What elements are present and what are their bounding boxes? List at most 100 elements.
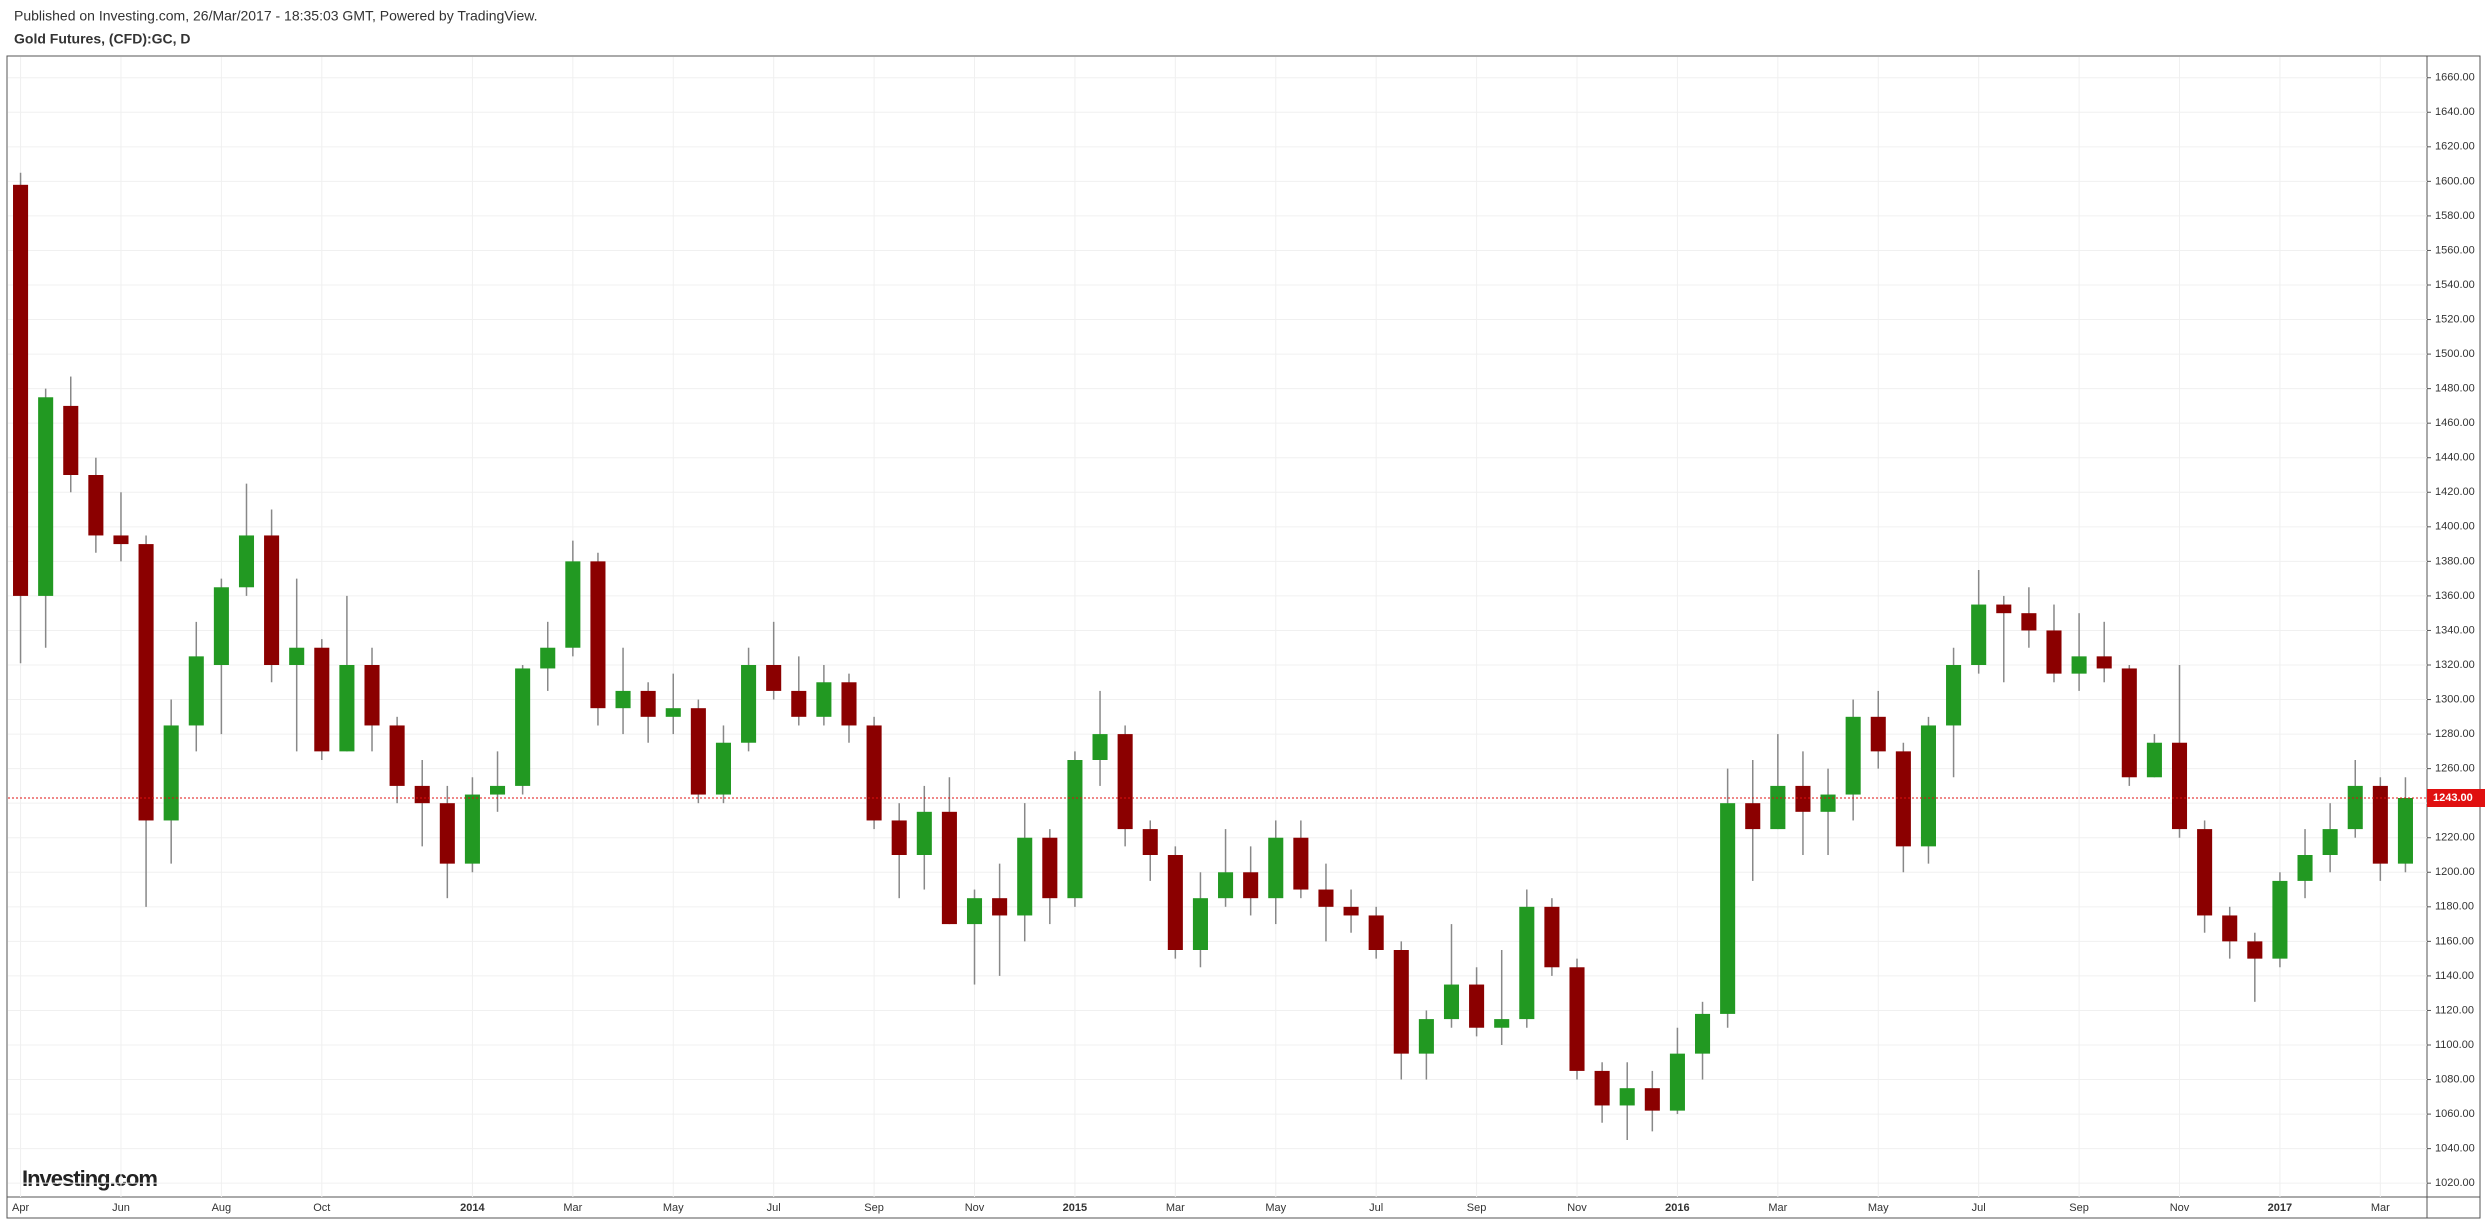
x-tick-label: Oct — [313, 1202, 330, 1214]
y-tick-label: 1220.00 — [2435, 832, 2475, 844]
candle-body — [1795, 785, 1811, 812]
candle-body — [1619, 1088, 1635, 1106]
candle-body — [464, 794, 480, 864]
candle-body — [941, 811, 957, 925]
x-tick-label: Nov — [965, 1202, 985, 1214]
y-tick-label: 1640.00 — [2435, 106, 2475, 118]
candle-body — [1569, 967, 1585, 1071]
candle-body — [2322, 829, 2338, 855]
candle-body — [289, 647, 305, 665]
candle-body — [1494, 1019, 1510, 1028]
last-price-label: 1243.00 — [2433, 792, 2473, 804]
candle-body — [414, 785, 430, 804]
x-tick-label: 2016 — [1665, 1202, 1689, 1214]
candle-body — [2071, 656, 2087, 674]
candle-body — [13, 184, 29, 596]
candle-body — [1017, 837, 1033, 916]
candle-body — [1167, 855, 1183, 950]
x-tick-label: May — [1265, 1202, 1286, 1214]
x-tick-label: Sep — [864, 1202, 884, 1214]
candle-body — [992, 898, 1008, 916]
candle-body — [1318, 889, 1334, 907]
x-tick-label: Sep — [1467, 1202, 1487, 1214]
candle-body — [1192, 898, 1208, 950]
candle-body — [2197, 829, 2213, 916]
candle-body — [615, 690, 631, 709]
candle-body — [364, 665, 380, 726]
candle-body — [916, 811, 932, 855]
candle-body — [1393, 950, 1409, 1054]
x-tick-label: Nov — [2170, 1202, 2190, 1214]
x-tick-label: Nov — [1567, 1202, 1587, 1214]
y-tick-label: 1180.00 — [2435, 901, 2474, 913]
candle-body — [2021, 613, 2037, 631]
y-tick-label: 1420.00 — [2435, 486, 2475, 498]
x-tick-label: 2015 — [1063, 1202, 1087, 1214]
candle-body — [690, 708, 706, 795]
x-tick-label: Jul — [1369, 1202, 1383, 1214]
candle-body — [339, 665, 355, 752]
candle-body — [1946, 665, 1962, 726]
candle-body — [188, 656, 204, 726]
candle-body — [1870, 716, 1886, 752]
candle-body — [1092, 734, 1108, 760]
watermark: Investing.com — [22, 1166, 157, 1191]
candle-body — [540, 647, 556, 669]
candle-body — [891, 820, 907, 855]
candle-body — [841, 682, 857, 726]
y-tick-label: 1480.00 — [2435, 383, 2475, 395]
x-tick-label: Jun — [112, 1202, 130, 1214]
y-tick-label: 1400.00 — [2435, 521, 2475, 533]
candle-body — [1720, 803, 1736, 1014]
y-tick-label: 1280.00 — [2435, 728, 2475, 740]
candle-body — [715, 742, 731, 795]
candle-body — [1142, 829, 1158, 855]
x-tick-label: Sep — [2069, 1202, 2089, 1214]
x-tick-label: 2014 — [460, 1202, 485, 1214]
candle-body — [2247, 941, 2263, 959]
candle-body — [1845, 716, 1861, 795]
x-tick-label: Apr — [12, 1202, 29, 1214]
candle-body — [1644, 1088, 1660, 1111]
x-tick-label: Mar — [2371, 1202, 2390, 1214]
candle-body — [389, 725, 405, 786]
candle-body — [1770, 785, 1786, 830]
candle-body — [138, 544, 154, 821]
y-tick-label: 1060.00 — [2435, 1108, 2475, 1120]
candle-body — [1820, 794, 1836, 812]
x-tick-label: 2017 — [2268, 1202, 2292, 1214]
candle-body — [63, 405, 79, 475]
y-tick-label: 1580.00 — [2435, 210, 2475, 222]
candle-body — [439, 803, 455, 864]
candle-body — [2171, 742, 2188, 830]
candle-body — [490, 785, 506, 795]
candle-body — [1117, 734, 1133, 830]
candle-body — [1368, 915, 1384, 950]
candle-body — [2046, 630, 2062, 674]
y-tick-label: 1540.00 — [2435, 279, 2475, 291]
candle-body — [264, 535, 280, 665]
y-tick-label: 1160.00 — [2435, 935, 2474, 947]
chart-title: Gold Futures, (CFD):GC, D — [14, 31, 191, 47]
x-tick-label: Mar — [563, 1202, 582, 1214]
candle-body — [1745, 803, 1761, 830]
y-tick-label: 1520.00 — [2435, 313, 2475, 325]
y-tick-label: 1600.00 — [2435, 175, 2475, 187]
candle-body — [1042, 837, 1058, 899]
candle-body — [1895, 751, 1911, 847]
x-tick-label: May — [663, 1202, 684, 1214]
y-tick-label: 1140.00 — [2435, 970, 2474, 982]
y-tick-label: 1340.00 — [2435, 624, 2475, 636]
candle-body — [1343, 906, 1359, 916]
x-tick-label: Mar — [1768, 1202, 1787, 1214]
y-tick-label: 1120.00 — [2435, 1004, 2474, 1016]
candle-body — [665, 708, 681, 717]
candle-body — [38, 397, 54, 596]
frame — [6, 55, 2481, 1219]
candle-body — [515, 668, 531, 786]
candle-body — [113, 535, 129, 545]
y-tick-label: 1320.00 — [2435, 659, 2475, 671]
y-tick-label: 1620.00 — [2435, 141, 2475, 153]
